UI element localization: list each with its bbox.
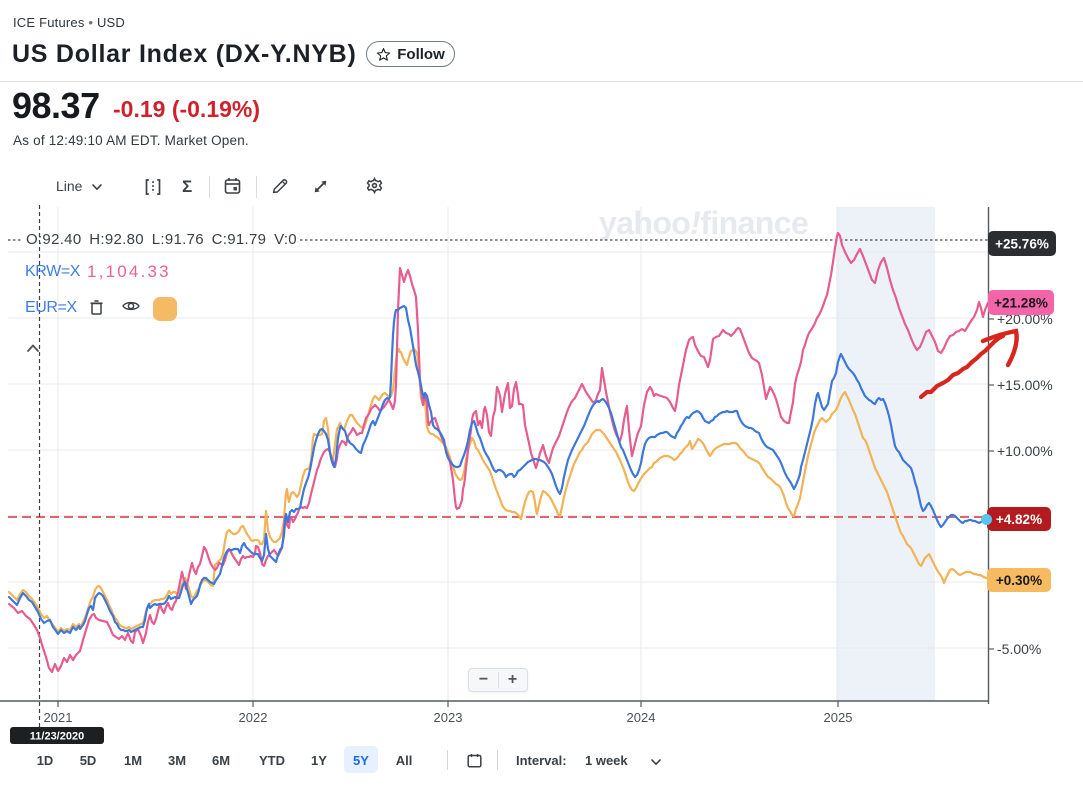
svg-text:2021: 2021 [44, 710, 73, 725]
svg-text:+4.82%: +4.82% [996, 512, 1042, 527]
svg-text:2022: 2022 [239, 710, 268, 725]
svg-text:+0.30%: +0.30% [996, 573, 1042, 588]
svg-text:2024: 2024 [627, 710, 656, 725]
svg-text:yahoo!finance: yahoo!finance [599, 205, 808, 241]
svg-text:-5.00%: -5.00% [997, 641, 1041, 657]
svg-text:+10.00%: +10.00% [997, 443, 1053, 459]
svg-text:2025: 2025 [824, 710, 853, 725]
svg-text:+25.76%: +25.76% [995, 237, 1049, 252]
svg-text:+21.28%: +21.28% [994, 296, 1048, 311]
svg-text:11/23/2020: 11/23/2020 [30, 731, 84, 743]
svg-text:2023: 2023 [434, 710, 463, 725]
svg-text:+15.00%: +15.00% [997, 377, 1053, 393]
